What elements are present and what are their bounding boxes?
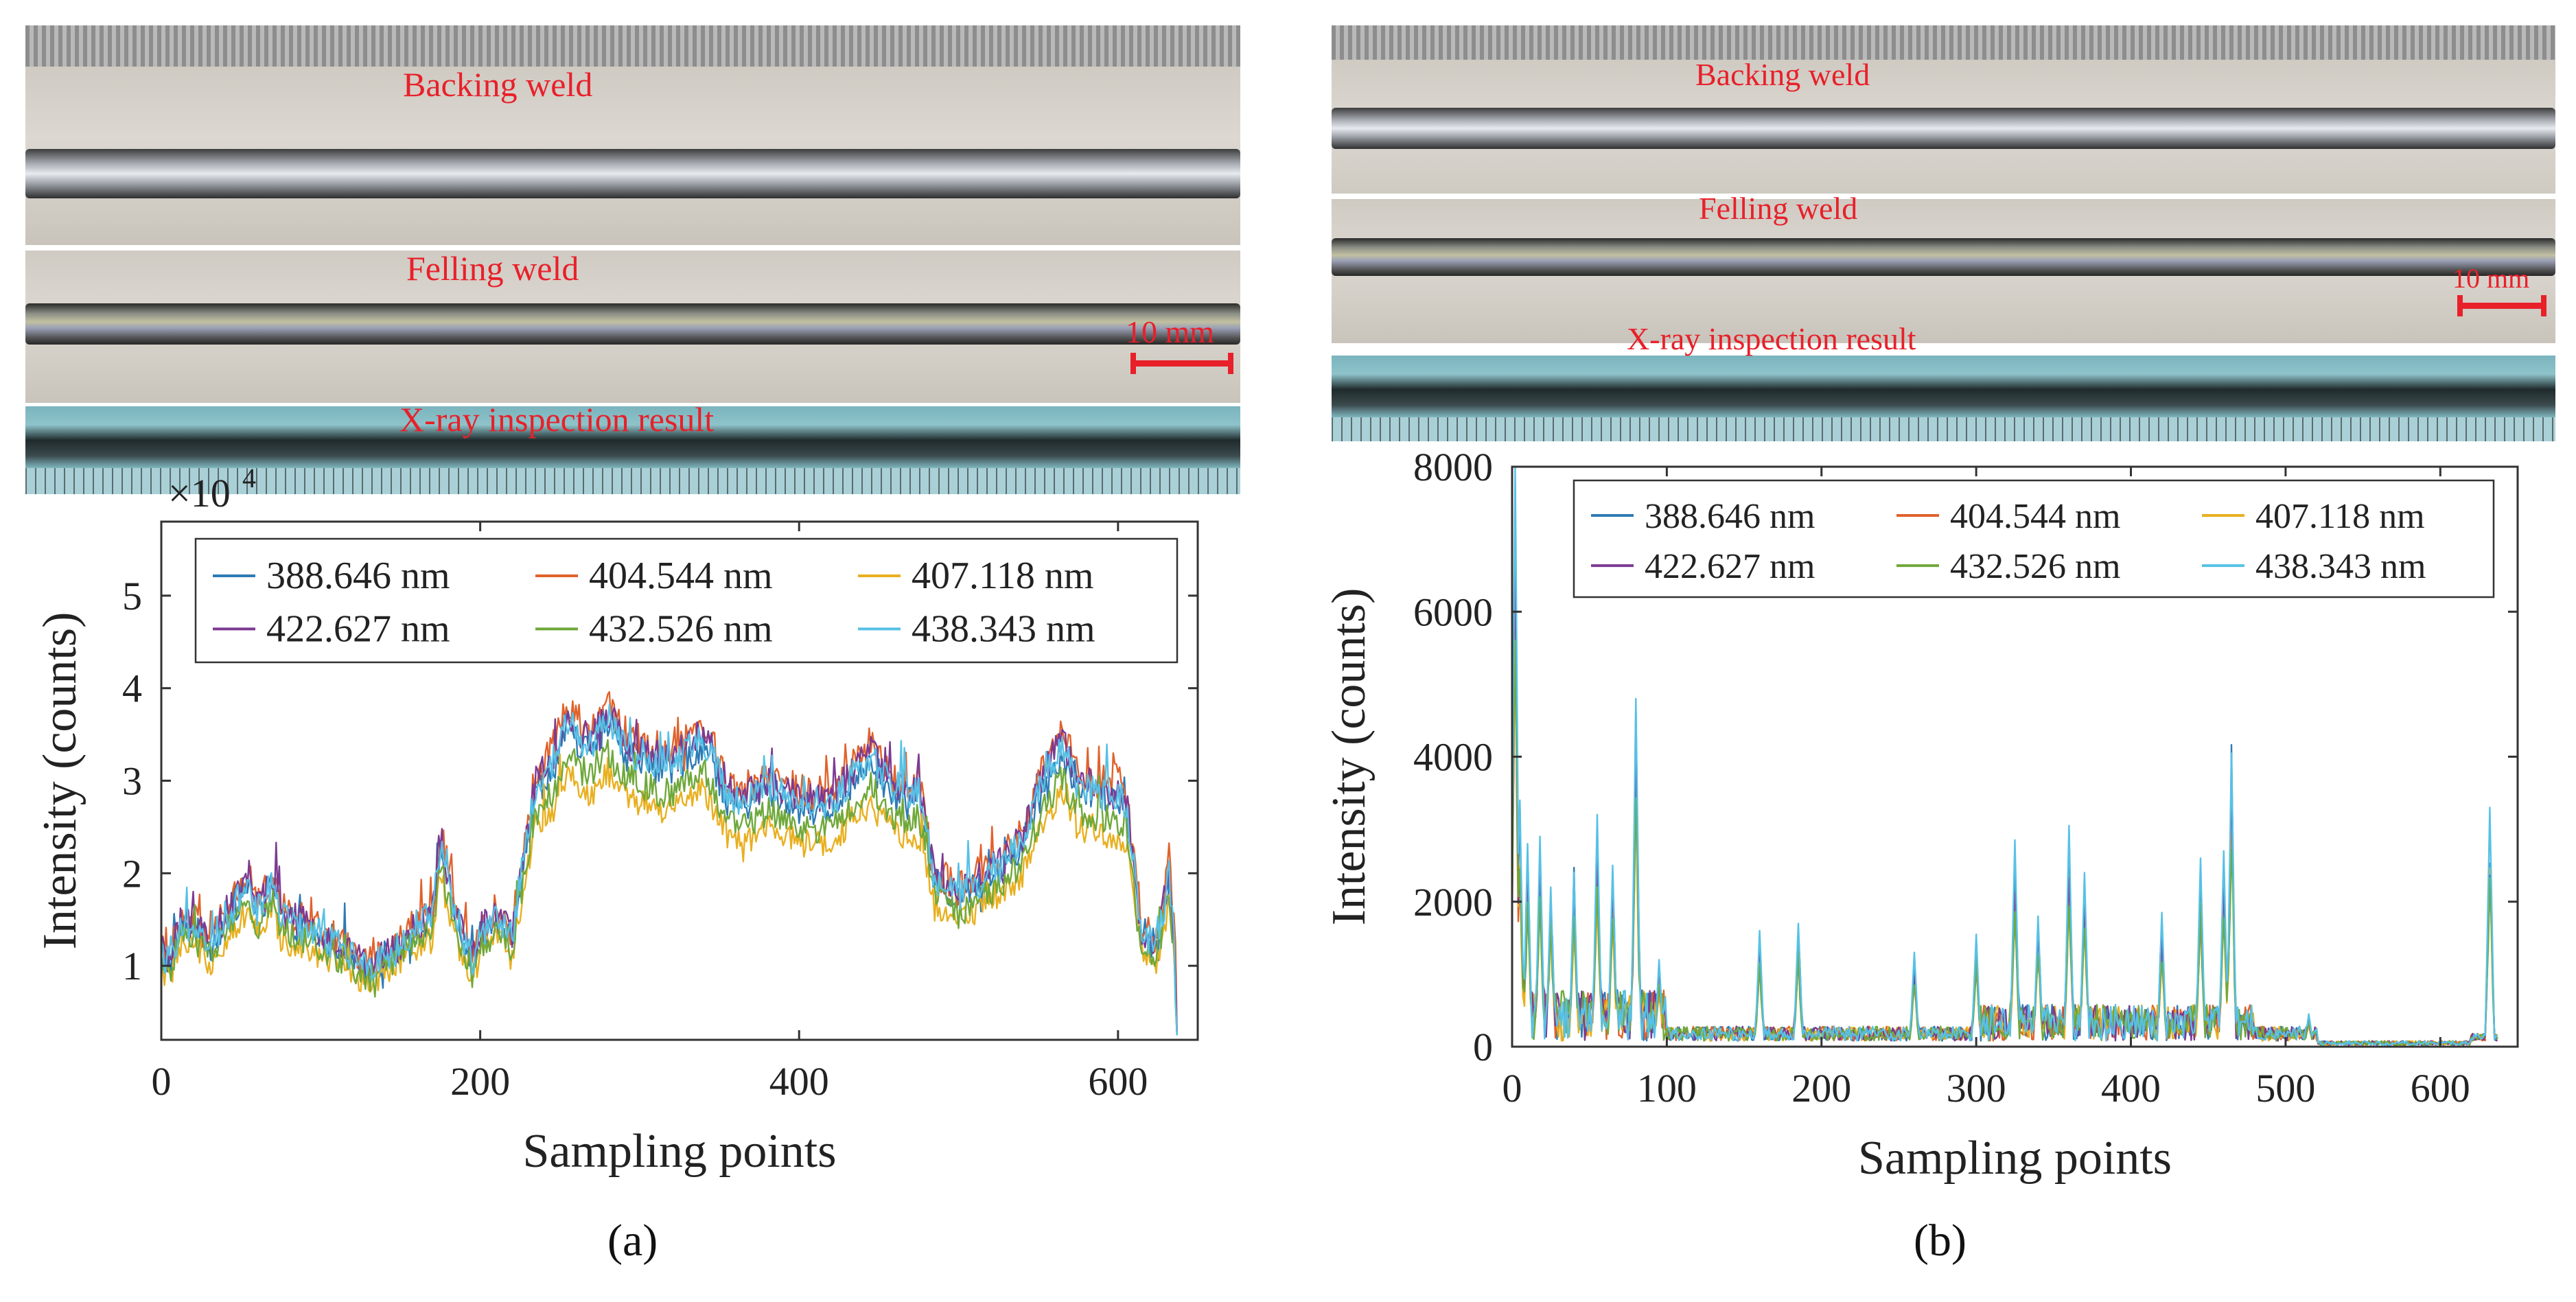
series-line-432-526-nm (160, 739, 1178, 1036)
caption-a: (a) (607, 1216, 658, 1266)
series-line-438-343-nm (1511, 465, 2498, 1047)
y-axis-label: Intensity (counts) (1323, 588, 1376, 926)
legend-entry: 404.544 nm (1950, 497, 2120, 536)
legend-box (1573, 479, 2495, 598)
y-axis-exponent: 4 (242, 463, 256, 493)
legend-entry: 432.526 nm (1950, 547, 2120, 586)
scale-bar-label: 10 mm (2452, 263, 2530, 294)
y-tick-label: 6000 (1413, 590, 1493, 634)
chart-a: 0 200 400 600 1 2 3 4 5 Sampling points Intensity … (34, 463, 1199, 1178)
x-tick-label: 100 (1637, 1066, 1697, 1111)
chart-b: 0 100 200 300 400 500 60002000400060008000Samp… (1323, 445, 2519, 1185)
y-axis-multiplier: ×10 (168, 471, 231, 515)
panel-a: Backing weld Felling weld 10 mm X-ray in… (0, 0, 1270, 1302)
xray-strip (1332, 356, 2555, 417)
felling-weld-label: Felling weld (1699, 191, 1858, 226)
legend-entry: 438.343 nm (2255, 547, 2426, 586)
y-tick-label: 0 (1473, 1025, 1493, 1069)
y-tick-label: 2000 (1413, 880, 1493, 925)
legend-entry: 422.627 nm (1645, 547, 1815, 586)
legend-entry: 388.646 nm (266, 555, 450, 597)
scale-bar (2457, 295, 2546, 316)
y-tick-label: 5 (122, 574, 142, 618)
legend-entry: 422.627 nm (266, 607, 450, 650)
felling-weld-label: Felling weld (406, 249, 579, 288)
x-tick-label: 200 (1791, 1066, 1851, 1111)
xray-label: X-ray inspection result (399, 400, 715, 439)
felling-weld-bead (1332, 238, 2555, 276)
y-tick-label: 8000 (1413, 445, 1493, 489)
weld-photo-a: Backing weld Felling weld 10 mm X-ray in… (25, 25, 1240, 494)
x-tick-label: 500 (2255, 1066, 2315, 1111)
backing-weld-bead (1332, 108, 2555, 149)
y-tick-label: 1 (122, 944, 142, 988)
y-tick-label: 4000 (1413, 735, 1493, 780)
x-tick-label: 0 (152, 1059, 172, 1104)
panel-b: Backing weld Felling weld 10 mm X-ray in… (1306, 0, 2576, 1302)
legend-entry: 388.646 nm (1645, 497, 1815, 536)
x-tick-label: 600 (2411, 1066, 2470, 1111)
x-tick-label: 400 (769, 1059, 829, 1104)
y-tick-label: 4 (122, 666, 142, 711)
legend-entry: 432.526 nm (589, 607, 773, 650)
y-axis-label: Intensity (counts) (34, 612, 86, 950)
x-axis-label: Sampling points (1858, 1132, 2172, 1185)
x-tick-label: 600 (1088, 1059, 1148, 1104)
backing-weld-label: Backing weld (403, 65, 593, 104)
legend-entry: 407.118 nm (2255, 497, 2425, 536)
legend-entry: 407.118 nm (912, 555, 1093, 597)
x-tick-label: 400 (2101, 1066, 2161, 1111)
backing-weld-bead (25, 149, 1240, 198)
x-tick-label: 200 (450, 1059, 510, 1104)
legend-box (194, 537, 1179, 664)
x-axis-label: Sampling points (523, 1125, 837, 1178)
y-tick-label: 3 (122, 759, 142, 804)
y-tick-label: 2 (122, 851, 142, 896)
x-tick-label: 0 (1502, 1066, 1522, 1111)
caption-b: (b) (1914, 1216, 1966, 1266)
backing-weld-label: Backing weld (1695, 57, 1870, 92)
felling-weld-bead (25, 303, 1240, 345)
xray-strip (25, 406, 1240, 468)
scale-bar-label: 10 mm (1126, 314, 1215, 349)
xray-label: X-ray inspection result (1627, 321, 1916, 356)
weld-photo-b: Backing weld Felling weld 10 mm X-ray in… (1332, 25, 2555, 441)
legend-entry: 404.544 nm (589, 555, 773, 597)
legend-entry: 438.343 nm (912, 607, 1095, 650)
x-tick-label: 300 (1947, 1066, 2006, 1111)
scale-bar (1130, 353, 1233, 374)
series-line-438-343-nm (160, 704, 1178, 1036)
